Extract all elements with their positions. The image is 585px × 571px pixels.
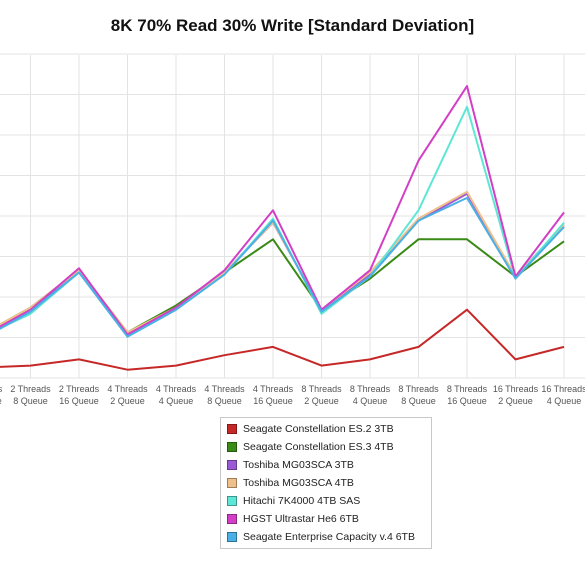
legend-item[interactable]: Seagate Enterprise Capacity v.4 6TB — [221, 528, 431, 546]
x-tick-label: 2 Threads — [10, 384, 51, 394]
x-tick-label: 2 Queue — [110, 396, 145, 406]
series-line-4 — [0, 190, 565, 334]
legend-swatch — [227, 424, 237, 434]
legend-swatch — [227, 532, 237, 542]
legend-label: Toshiba MG03SCA 3TB — [243, 459, 354, 471]
x-tick-label: 2 Threads — [59, 384, 100, 394]
x-tick-label: 4 Threads — [253, 384, 294, 394]
x-tick-label: 2 Queue — [304, 396, 339, 406]
x-tick-label: 4 Queue — [547, 396, 582, 406]
chart-title: 8K 70% Read 30% Write [Standard Deviatio… — [110, 16, 475, 35]
x-tick-label: 16 Threads — [493, 384, 539, 394]
x-tick-label: 8 Queue — [401, 396, 436, 406]
legend-swatch — [227, 496, 237, 506]
legend-label: Toshiba MG03SCA 4TB — [243, 477, 354, 489]
legend-item[interactable]: Toshiba MG03SCA 3TB — [221, 456, 431, 474]
x-tick-label: 4 Queue — [353, 396, 388, 406]
x-tick-label: 8 Threads — [398, 384, 439, 394]
x-tick-label: 4 Threads — [156, 384, 197, 394]
x-tick-label: 4 Queue — [159, 396, 194, 406]
x-tick-label: 2 Queue — [498, 396, 533, 406]
series-line-1 — [0, 308, 565, 371]
x-tick-label: 8 Threads — [350, 384, 391, 394]
x-tick-label: 8 Queue — [207, 396, 242, 406]
x-tick-label: 16 Queue — [253, 396, 293, 406]
legend-label: Hitachi 7K4000 4TB SAS — [243, 495, 361, 507]
x-tick-label: 16 Queue — [0, 396, 2, 406]
series-line-2 — [0, 238, 565, 334]
legend-label: Seagate Constellation ES.3 4TB — [243, 441, 394, 453]
legend-swatch — [227, 460, 237, 470]
legend-swatch — [227, 478, 237, 488]
legend-item[interactable]: Seagate Constellation ES.3 4TB — [221, 438, 431, 456]
x-tick-labels: 1 Threads 16 Queue 2 Threads 8 Queue 2 Threa… — [0, 384, 585, 406]
x-tick-label: 8 Queue — [13, 396, 48, 406]
chart-legend: Seagate Constellation ES.2 3TB Seagate Co… — [220, 417, 432, 549]
legend-label: Seagate Constellation ES.2 3TB — [243, 423, 394, 435]
legend-item[interactable]: HGST Ultrastar He6 6TB — [221, 510, 431, 528]
legend-label: Seagate Enterprise Capacity v.4 6TB — [243, 531, 415, 543]
x-tick-label: 16 Threads — [541, 384, 585, 394]
x-tick-label: 8 Threads — [301, 384, 342, 394]
legend-label: HGST Ultrastar He6 6TB — [243, 513, 359, 525]
series-line-5 — [0, 105, 565, 338]
x-tick-label: 4 Threads — [204, 384, 245, 394]
x-tick-label: 8 Threads — [447, 384, 488, 394]
legend-swatch — [227, 514, 237, 524]
series-line-6 — [0, 85, 565, 336]
series-lines-layer — [0, 85, 565, 371]
x-tick-label: 1 Threads — [0, 384, 3, 394]
x-tick-label: 16 Queue — [447, 396, 487, 406]
legend-item[interactable]: Hitachi 7K4000 4TB SAS — [221, 492, 431, 510]
legend-swatch — [227, 442, 237, 452]
series-line-7 — [0, 196, 565, 338]
x-tick-label: 16 Queue — [59, 396, 99, 406]
x-tick-label: 4 Threads — [107, 384, 148, 394]
legend-item[interactable]: Seagate Constellation ES.2 3TB — [221, 420, 431, 438]
legend-item[interactable]: Toshiba MG03SCA 4TB — [221, 474, 431, 492]
